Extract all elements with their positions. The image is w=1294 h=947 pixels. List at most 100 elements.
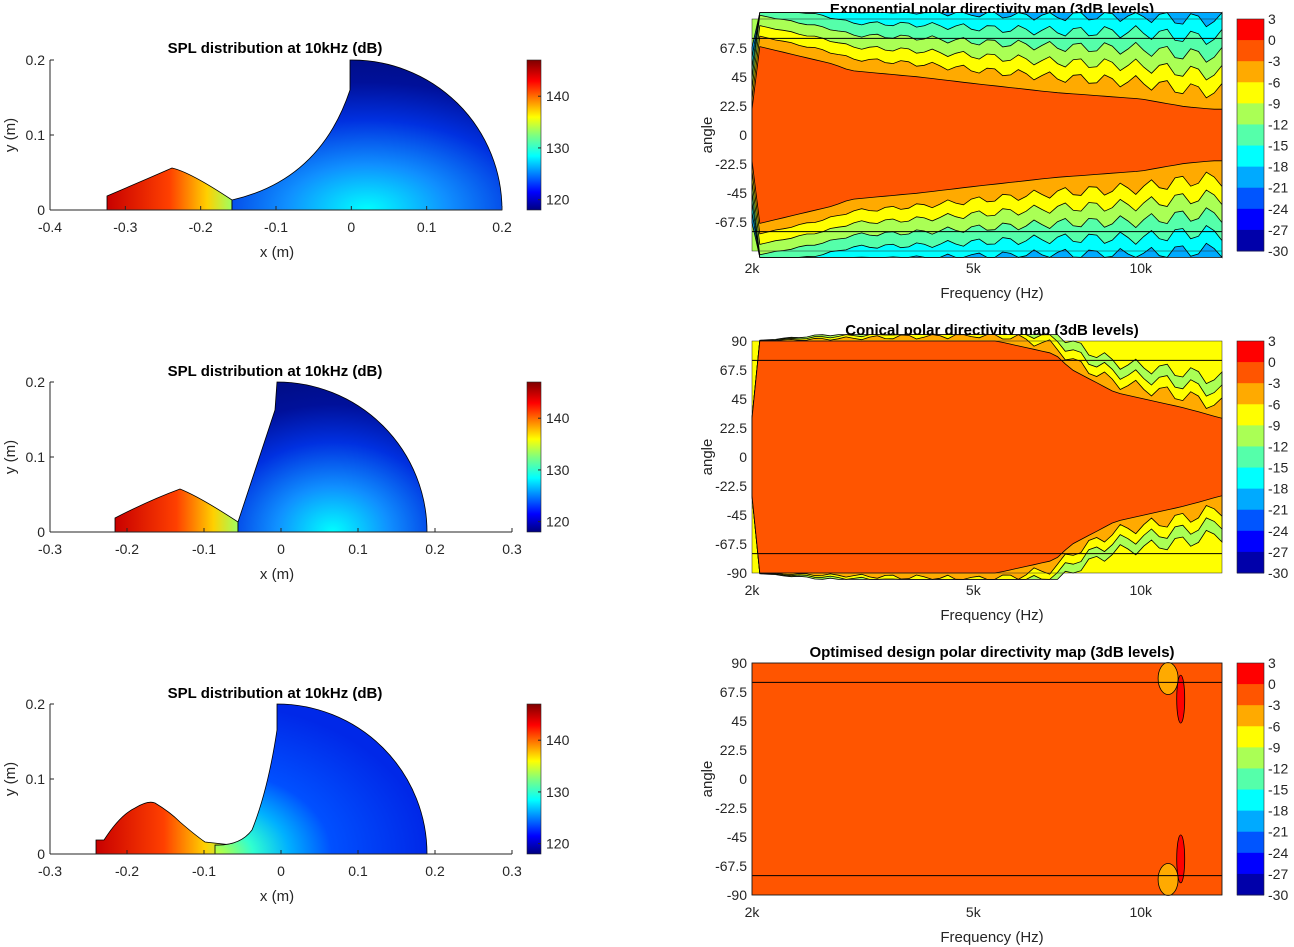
y-tick-label: -22.5 [715, 800, 747, 816]
colorbar-segment [1237, 19, 1264, 41]
colorbar-tick-label: 140 [546, 410, 570, 426]
y-tick-label: -67.5 [715, 858, 747, 874]
spl-title: SPL distribution at 10kHz (dB) [168, 363, 383, 380]
x-tick-label: -0.1 [192, 863, 216, 879]
x-tick-label: 0 [277, 541, 285, 557]
colorbar-segment [1237, 82, 1264, 104]
spl-plot-optimised: SPL distribution at 10kHz (dB) x (m) y (… [2, 685, 542, 905]
y-tick-label: 0 [37, 846, 45, 862]
colorbar-tick-label: 130 [546, 784, 570, 800]
directivity-xlabel: Frequency (Hz) [940, 285, 1043, 302]
colorbar-tick-label: 140 [546, 88, 570, 104]
spl-colorbar [526, 59, 542, 211]
colorbar-tick-label: -24 [1268, 845, 1288, 861]
directivity-plot-exponential: Exponential polar directivity map (3dB l… [699, 1, 1288, 302]
directivity-ylabel: angle [699, 117, 716, 154]
colorbar-tick-label: -27 [1268, 866, 1288, 882]
x-tick-label: -0.2 [189, 219, 213, 235]
colorbar-tick-label: 140 [546, 732, 570, 748]
y-tick-label: 67.5 [720, 40, 747, 56]
y-tick-label: 45 [731, 713, 747, 729]
colorbar-tick-label: 3 [1268, 655, 1276, 671]
x-tick-label: -0.1 [264, 219, 288, 235]
y-tick-label: -67.5 [715, 536, 747, 552]
colorbar-segment [1237, 103, 1264, 125]
x-tick-label: 0.2 [425, 541, 445, 557]
spl-colorbar [526, 703, 542, 855]
colorbar-segment [1237, 873, 1264, 896]
colorbar-tick-label: -18 [1268, 481, 1288, 497]
x-tick-label: 5k [966, 260, 982, 276]
colorbar-tick-label: 3 [1268, 11, 1276, 27]
colorbar-segment [1237, 446, 1264, 469]
colorbar-tick-label: -24 [1268, 201, 1288, 217]
y-tick-label: -90 [727, 565, 747, 581]
directivity-ylabel: angle [699, 439, 716, 476]
x-tick-label: 0.1 [348, 863, 368, 879]
colorbar-tick-label: -27 [1268, 544, 1288, 560]
colorbar-tick-label: 120 [546, 514, 570, 530]
x-tick-label: -0.3 [38, 863, 62, 879]
x-tick-label: 0.2 [492, 219, 512, 235]
colorbar-segment [1237, 684, 1264, 706]
x-tick-label: -0.3 [38, 541, 62, 557]
colorbar-segment [1237, 341, 1264, 363]
colorbar-segment [1237, 145, 1264, 168]
colorbar-segment [1237, 705, 1264, 727]
colorbar-tick-label: 3 [1268, 333, 1276, 349]
x-tick-label: 10k [1129, 582, 1153, 598]
colorbar-segment [1237, 124, 1264, 147]
colorbar-tick-label: 0 [1268, 32, 1276, 48]
y-tick-label: 0.1 [26, 771, 46, 787]
spl-xlabel: x (m) [260, 888, 294, 905]
colorbar-tick-label: -30 [1268, 243, 1288, 259]
colorbar-outline [1236, 18, 1265, 252]
spl-colorbar [526, 381, 542, 533]
colorbar-segment [1237, 852, 1264, 875]
colorbar-segment [1237, 488, 1264, 511]
x-tick-label: 0.3 [502, 541, 522, 557]
y-tick-label: 0.1 [26, 127, 46, 143]
y-tick-label: 0 [739, 127, 747, 143]
colorbar-segment [1237, 530, 1264, 553]
colorbar-segment [1237, 726, 1264, 748]
directivity-xlabel: Frequency (Hz) [940, 929, 1043, 946]
colorbar-segment [1237, 208, 1264, 231]
y-tick-label: -22.5 [715, 478, 747, 494]
spl-plot-conical: SPL distribution at 10kHz (dB) x (m) y (… [2, 363, 542, 583]
colorbar-tick-label: -15 [1268, 782, 1288, 798]
x-tick-label: -0.1 [192, 541, 216, 557]
colorbar-segment [1237, 810, 1264, 833]
axes-box [751, 340, 1223, 574]
colorbar-segment [1237, 768, 1264, 791]
directivity-contour-field [751, 11, 1223, 259]
contour-island [1176, 834, 1186, 884]
y-tick-label: 22.5 [720, 742, 747, 758]
directivity-contour-field [751, 662, 1223, 896]
x-tick-label: -0.3 [113, 219, 137, 235]
colorbar-tick-label: -15 [1268, 138, 1288, 154]
colorbar-segment [1237, 831, 1264, 854]
x-tick-label: -0.2 [115, 541, 139, 557]
colorbar-outline [1236, 340, 1265, 574]
spl-radiation-region [214, 703, 428, 855]
x-tick-label: 2k [745, 260, 761, 276]
spl-xlabel: x (m) [260, 566, 294, 583]
directivity-contour-field [751, 334, 1223, 580]
colorbar-tick-label: -21 [1268, 180, 1288, 196]
directivity-xlabel: Frequency (Hz) [940, 607, 1043, 624]
colorbar-tick-label: -9 [1268, 739, 1281, 755]
contour-island [1157, 863, 1179, 896]
x-tick-label: 2k [745, 582, 761, 598]
spl-radiation-region [237, 381, 428, 533]
spl-ylabel: y (m) [2, 762, 19, 796]
colorbar-tick-label: -3 [1268, 53, 1281, 69]
spl-horn-region [95, 801, 233, 855]
colorbar-tick-label: -18 [1268, 159, 1288, 175]
colorbar-segment [1237, 40, 1264, 62]
colorbar-segment [1237, 551, 1264, 574]
axes-box [751, 662, 1223, 896]
spl-title: SPL distribution at 10kHz (dB) [168, 685, 383, 702]
axes-box [751, 18, 1223, 252]
